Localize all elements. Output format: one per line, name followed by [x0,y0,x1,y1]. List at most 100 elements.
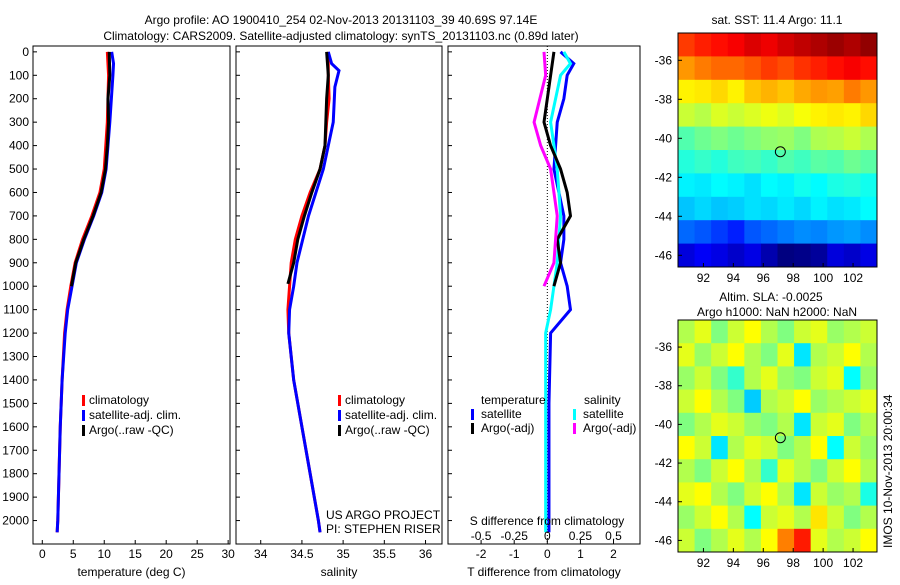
heatmap-cell [744,459,762,483]
heatmap-cell [794,343,812,367]
heatmap-cell [727,56,745,81]
heatmap-cell [678,528,696,553]
heatmap-cell [694,196,712,221]
heatmap-cell [711,459,729,483]
x-tick-label: 34 [254,547,268,561]
heatmap-cell [810,436,828,460]
legend-label: satellite [583,407,624,421]
heatmap-cell [744,79,762,104]
heatmap-cell [711,33,729,57]
x-tick-label: 5 [70,547,77,561]
x-tick-label: 30 [221,547,235,561]
heatmap-cell [694,79,712,104]
heatmap-cell [843,320,861,344]
series-line-argo-raw-qc- [69,51,112,287]
heatmap-cell [760,126,778,151]
y-tick-label: -38 [655,92,673,106]
heatmap-cell [810,459,828,483]
heatmap-cell [711,103,729,128]
heatmap-cell [744,243,762,268]
legend-swatch [471,409,474,420]
heatmap-cell [810,528,828,553]
y-tick-label: 1200 [2,326,29,340]
heatmap-cell [727,366,745,391]
heatmap-cell [843,196,861,221]
heatmap-cell [810,482,828,507]
heatmap-cell [760,79,778,104]
legend-heading-temperature: temperature [481,393,546,407]
heatmap-cell [843,33,861,57]
heatmap-cell [827,220,845,245]
x-tick-label: 100 [813,556,833,570]
heatmap-cell [711,126,729,151]
heatmap-cell [711,436,729,460]
y-tick-label: 800 [9,232,29,246]
heatmap-cell [810,173,828,198]
heatmap-cell [711,320,729,344]
x-tick-label: 96 [757,271,771,285]
heatmap-cell [744,126,762,151]
pi-credit: PI: STEPHEN RISER [326,522,441,536]
heatmap-cell [678,505,696,530]
heatmap-cell [727,412,745,437]
heatmap-cell [777,343,795,367]
heatmap-cell [794,103,812,128]
heatmap-cell [760,459,778,483]
heatmap-cell [810,150,828,174]
heatmap-cell [694,56,712,81]
heatmap-cell [827,505,845,530]
heatmap-cell [727,196,745,221]
heatmap-cell [843,173,861,198]
heatmap-cell [760,320,778,344]
heatmap-cell [760,343,778,367]
heatmap-cell [711,220,729,245]
heatmap-cell [777,173,795,198]
heatmap-cell [727,436,745,460]
heatmap-cell [794,436,812,460]
heatmap-cell [810,126,828,151]
heatmap-cell [678,33,696,57]
y-tick-label: -38 [655,379,673,393]
x-axis-label: salinity [321,565,358,579]
heatmap-cell [727,320,745,344]
heatmap-cell [810,505,828,530]
legend-swatch [471,423,474,434]
heatmap-cell [694,33,712,57]
legend-swatch [82,410,85,421]
y-tick-label: -40 [655,131,673,145]
y-tick-label: 300 [9,115,29,129]
heatmap-cell [843,79,861,104]
legend-label: satellite-adj. clim. [89,408,181,422]
heatmap-cell [727,103,745,128]
heatmap-cell [794,482,812,507]
argo-position-marker [774,432,786,444]
heatmap-cell [727,126,745,151]
heatmap-cell [744,366,762,391]
legend-label: Argo(..raw -QC) [345,423,430,437]
map-subtitle: Argo h1000: NaN h2000: NaN [697,305,857,319]
y-tick-label: 2000 [2,514,29,528]
heatmap-cell [678,389,696,414]
series-line-climatology [55,51,111,533]
heatmap-cell [727,79,745,104]
heatmap-cell [678,366,696,391]
heatmap-cell [727,505,745,530]
legend-swatch [573,423,576,434]
heatmap-cell [777,389,795,414]
heatmap-cell [843,389,861,414]
heatmap-cell [694,103,712,128]
heatmap-cell [810,412,828,437]
heatmap-cell [694,150,712,174]
x-tick-label: 0 [39,547,46,561]
y-tick-label: 600 [9,185,29,199]
heatmap-cell [678,220,696,245]
x-tick-label: 96 [757,556,771,570]
series-line-satellite-adj-clim- [287,51,341,533]
heatmap-cell [760,150,778,174]
heatmap-cell [744,220,762,245]
y-tick-label: 0 [22,45,29,59]
heatmap-cell [794,150,812,174]
heatmap-cell [827,243,845,268]
x-tick-label: 35.5 [373,547,397,561]
heatmap-cell [711,505,729,530]
